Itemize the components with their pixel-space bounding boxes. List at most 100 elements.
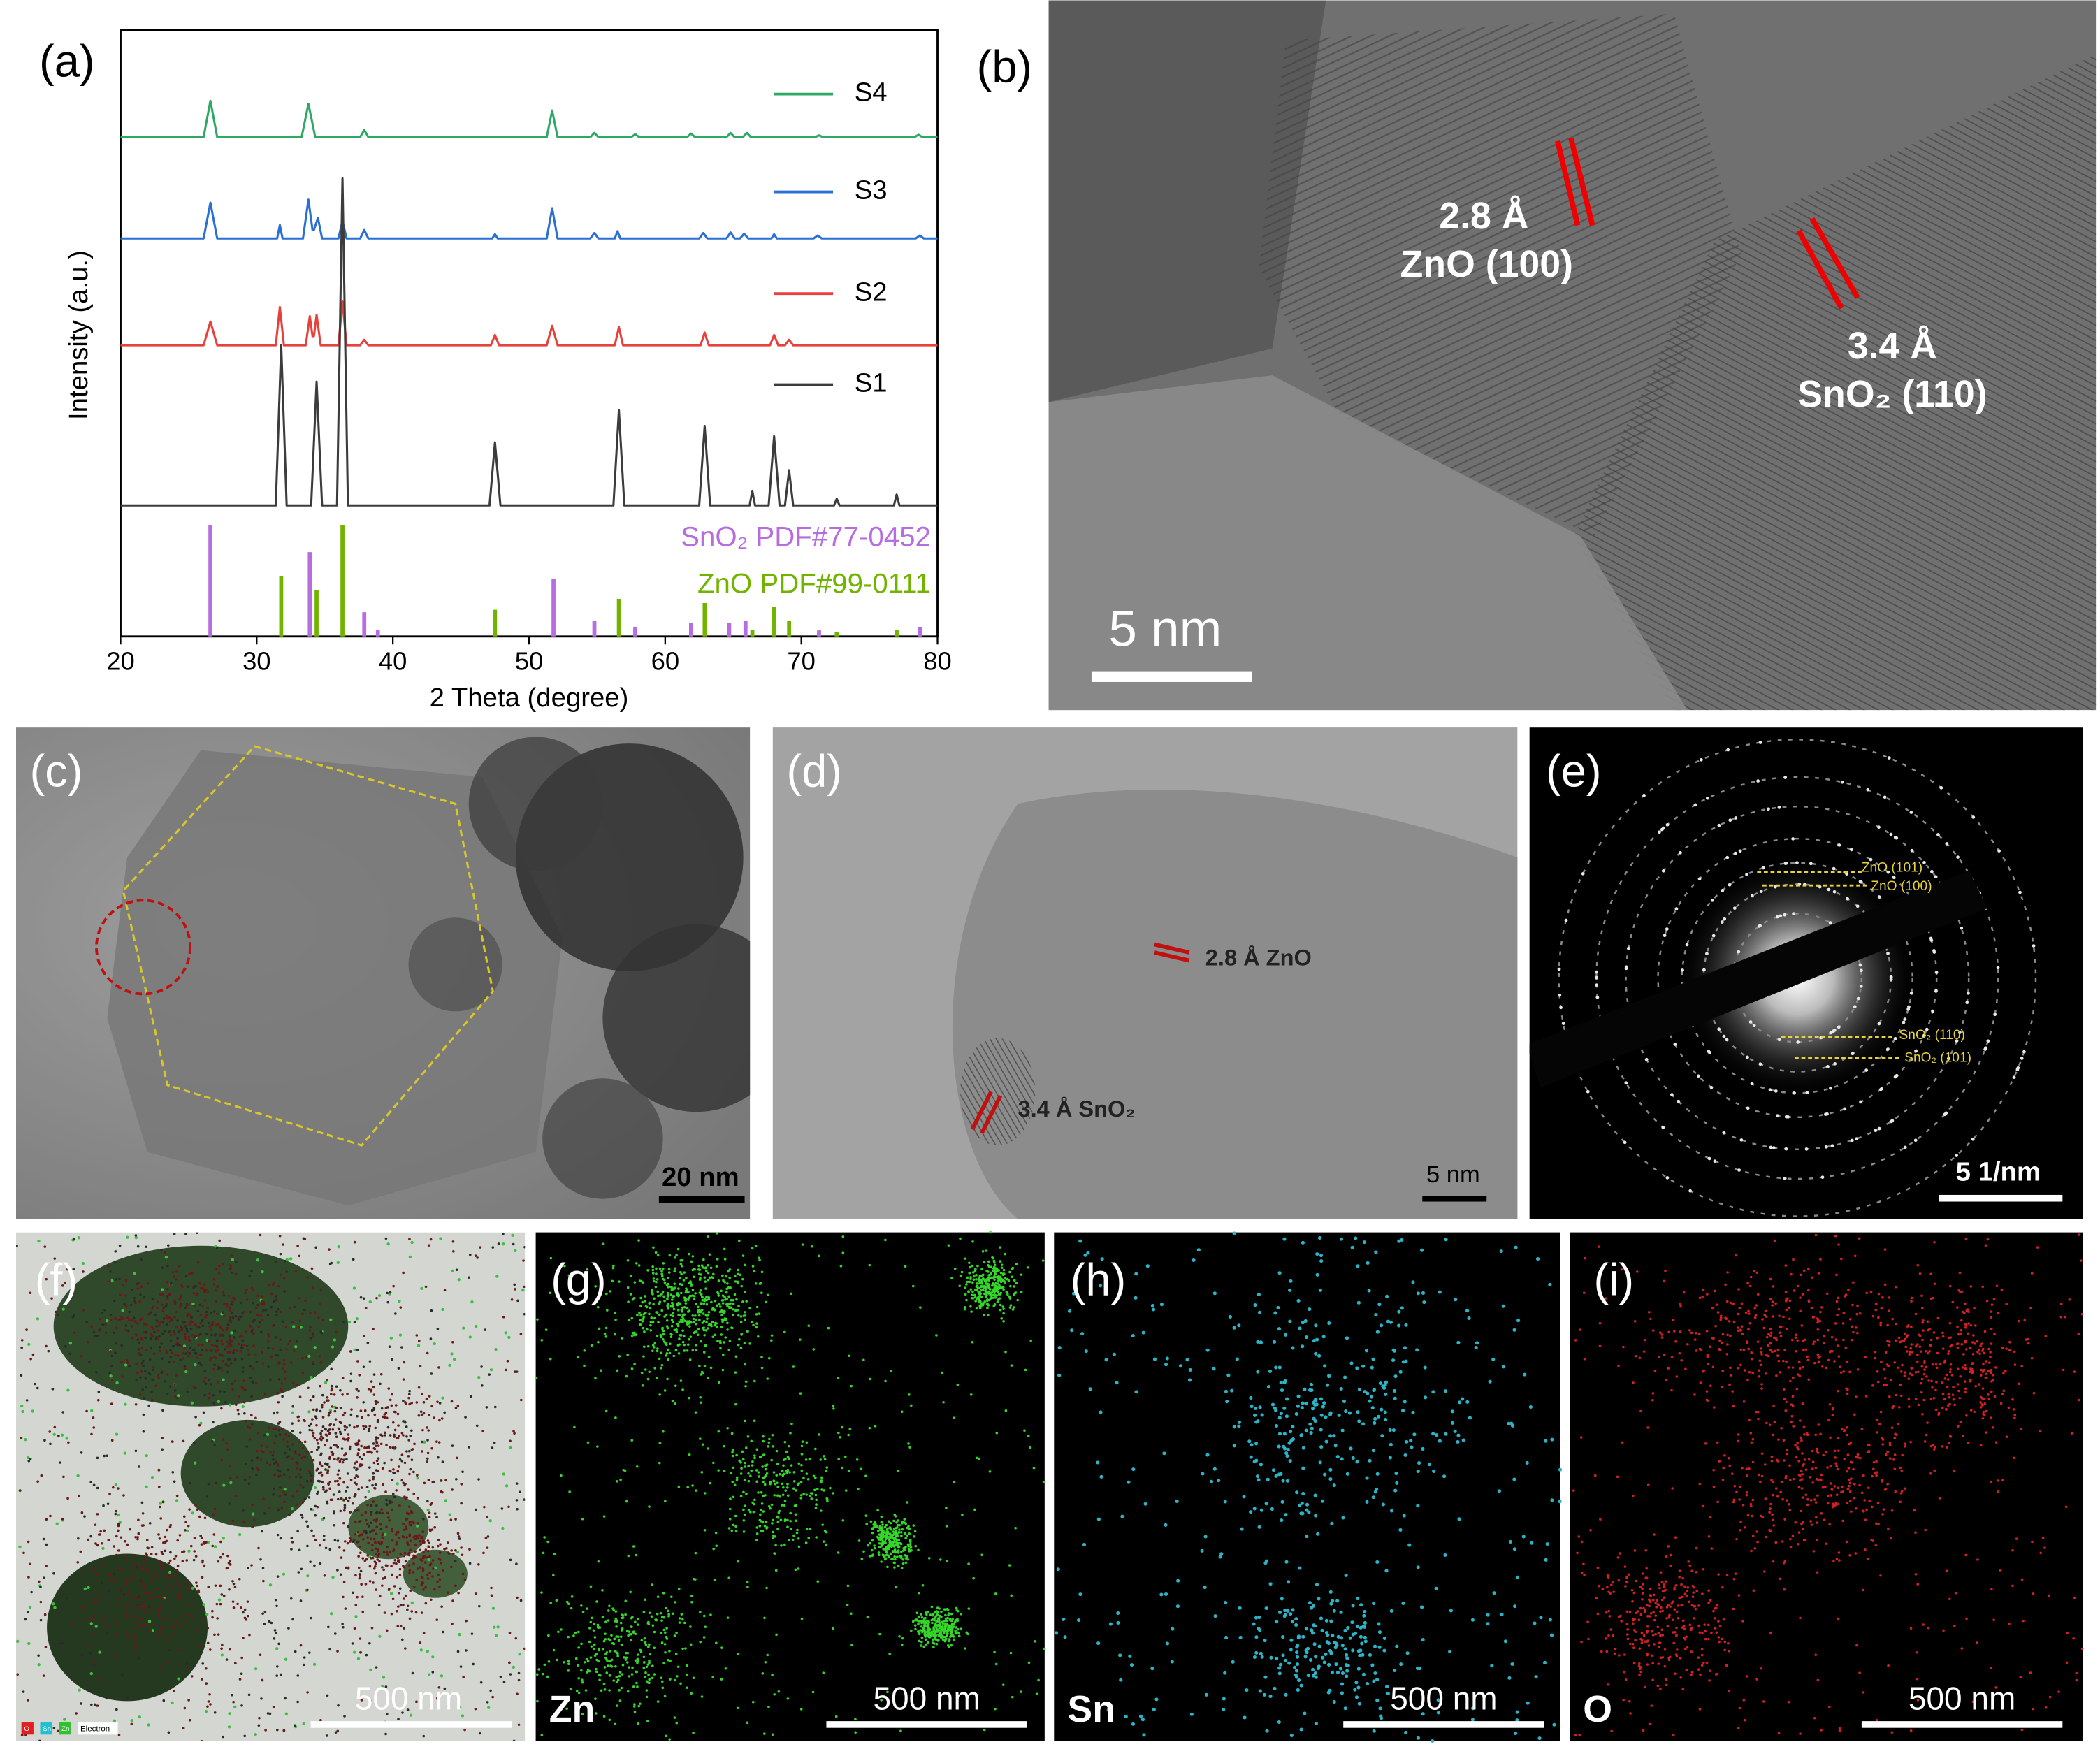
fringe-marker — [1568, 137, 1595, 226]
beam-stop — [1529, 871, 1988, 1088]
y-axis-label: Intensity (a.u.) — [64, 250, 94, 420]
eds-map-i: 500 nm O (i) — [1570, 1232, 2084, 1741]
fringe-marker — [1555, 140, 1581, 226]
scale-bar-label: 500 nm — [873, 1681, 980, 1717]
eds-map-g: 500 nm Zn (g) — [535, 1231, 1046, 1741]
annotation: SnO₂ (110) — [1899, 1028, 1965, 1043]
circle-marker — [95, 899, 192, 996]
x-tick-label: 80 — [923, 647, 952, 676]
scale-bar — [658, 1196, 745, 1203]
reference-label: ZnO PDF#99-0111 — [697, 568, 931, 600]
x-axis-label: 2 Theta (degree) — [430, 683, 629, 713]
panel-label: (f) — [35, 1254, 78, 1305]
particle — [107, 750, 563, 1206]
x-tick-label: 20 — [106, 647, 135, 676]
annotation: SnO₂ (101) — [1904, 1051, 1971, 1066]
particle — [952, 789, 1518, 1219]
fringe-marker — [1796, 229, 1844, 310]
xrd-pattern — [120, 99, 938, 138]
panel-label: (e) — [1546, 745, 1602, 796]
map-dots — [15, 1232, 526, 1741]
particle — [408, 917, 502, 1012]
x-tick-label: 70 — [787, 647, 815, 676]
panel-label: (d) — [786, 745, 842, 796]
hrtem-d: 2.8 Å ZnO 3.4 Å SnO₂ 5 nm — [772, 727, 1518, 1219]
legend-label: Zn — [61, 1725, 69, 1733]
map-dots — [535, 1231, 1046, 1741]
annotation: ZnO (100) — [1400, 243, 1573, 285]
panel-label: (b) — [977, 41, 1033, 92]
ring — [1558, 739, 2037, 1217]
legend-label: O — [24, 1725, 29, 1733]
map-dots — [15, 1233, 525, 1736]
annotation: 2.8 Å — [1439, 195, 1528, 237]
xrd-chart: (a) 2 Theta (degree) Intensity (a.u.) 20… — [39, 29, 952, 713]
annotation: SnO₂ (110) — [1797, 373, 1987, 415]
reference-label: SnO₂ PDF#77-0452 — [681, 521, 931, 553]
ring — [1681, 862, 1913, 1094]
annotation: ZnO (101) — [1862, 860, 1922, 875]
legend-label: S3 — [855, 175, 888, 205]
scale-bar — [1091, 671, 1252, 682]
xrd-pattern — [120, 300, 938, 347]
legend-swatch — [78, 1722, 118, 1735]
legend-swatch — [21, 1722, 34, 1735]
ring — [1732, 913, 1863, 1043]
hrtem-b: 2.8 Å ZnO (100) 3.4 Å SnO₂ (110) 5 nm — [1048, 0, 2097, 711]
scale-bar — [1939, 1194, 2063, 1202]
element-label: O — [1583, 1688, 1612, 1730]
map-dots — [1054, 1231, 1563, 1743]
particle — [468, 737, 603, 871]
image — [535, 1232, 1045, 1741]
scale-bar-label: 500 nm — [355, 1681, 462, 1717]
scale-bar-label: 20 nm — [662, 1162, 739, 1192]
panel-label: (c) — [30, 745, 83, 796]
scale-bar-label: 500 nm — [1909, 1681, 2015, 1717]
map-dots — [16, 1232, 526, 1741]
scale-bar — [826, 1721, 1027, 1728]
legend-label: S1 — [855, 368, 888, 398]
scale-bar — [1861, 1721, 2063, 1728]
particle — [47, 1553, 208, 1702]
region — [1048, 375, 1688, 711]
saed-e: ZnO (101) ZnO (100) SnO₂ (110) SnO₂ (101… — [1529, 727, 2083, 1219]
fringe-marker — [970, 1091, 993, 1131]
scale-bar-label: 500 nm — [1390, 1681, 1497, 1717]
scale-bar — [310, 1721, 512, 1728]
scale-bar-label: 5 nm — [1426, 1161, 1480, 1188]
xrd-pattern — [120, 177, 938, 507]
hexagon-outline — [122, 745, 494, 1147]
tem-c: 20 nm — [15, 727, 751, 1219]
particle — [180, 1419, 315, 1528]
fringe-marker — [1809, 217, 1860, 299]
annotation: ZnO (100) — [1871, 879, 1932, 894]
fringe-marker — [980, 1094, 1003, 1135]
particle — [403, 1549, 468, 1598]
element-label: Zn — [549, 1688, 595, 1730]
scale-bar-label: 5 nm — [1108, 600, 1222, 657]
fringe-marker — [1154, 942, 1190, 955]
annotation: 3.4 Å SnO₂ — [1018, 1096, 1136, 1122]
element-label: Sn — [1067, 1688, 1115, 1730]
region — [1048, 0, 1326, 402]
legend-label: S4 — [855, 78, 888, 108]
panel-label: (h) — [1071, 1254, 1127, 1305]
lattice — [1573, 54, 2097, 711]
legend-swatch — [40, 1722, 52, 1735]
eds-overlay-f: O Sn Zn Electron 500 nm — [15, 1232, 526, 1741]
xrd-pattern — [120, 198, 938, 240]
scale-bar — [1422, 1196, 1487, 1202]
x-tick-label: 40 — [379, 647, 407, 676]
x-tick-label: 60 — [651, 647, 680, 676]
annotation: 3.4 Å — [1848, 325, 1937, 367]
legend-label: S2 — [855, 277, 888, 307]
scale-bar — [1343, 1721, 1544, 1728]
panel-label: (a) — [39, 36, 95, 87]
eds-map-h: 500 nm Sn (h) — [1054, 1231, 1563, 1743]
scale-bar-label: 5 1/nm — [1956, 1156, 2041, 1187]
particle — [542, 1078, 663, 1199]
lattice — [1259, 13, 1741, 537]
annotation: 2.8 Å ZnO — [1205, 944, 1312, 970]
x-tick-label: 30 — [242, 647, 271, 676]
